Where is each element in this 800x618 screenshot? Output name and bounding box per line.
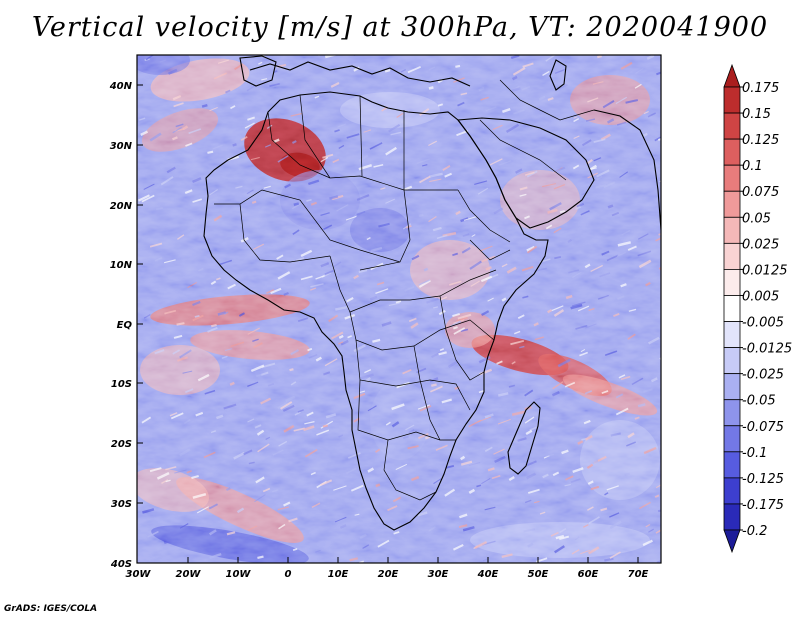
colorbar-label: -0.125 <box>742 472 784 487</box>
lon-label: 0 <box>285 569 292 580</box>
arabia-coastline <box>456 117 595 229</box>
country-borders <box>214 79 595 501</box>
colorbar-label: -0.05 <box>742 394 776 409</box>
colorbar-swatch <box>723 503 741 531</box>
lat-axis-labels: 40N 30N 20N 10N EQ 10S 20S 30S 40S <box>109 81 133 570</box>
colorbar-swatch <box>723 138 741 166</box>
colorbar-label: -0.075 <box>742 420 784 435</box>
colorbar-swatch <box>723 399 741 427</box>
colorbar-label: 0.125 <box>742 133 779 148</box>
colorbar-swatch <box>723 477 741 505</box>
colorbar-swatch <box>723 347 741 375</box>
lat-label: 30N <box>110 141 133 152</box>
colorbar-label: 0.05 <box>742 211 771 226</box>
lon-label: 20E <box>378 569 399 580</box>
lat-label: 40N <box>109 81 133 92</box>
lat-label: 20N <box>110 201 133 212</box>
india-coastline <box>593 109 661 231</box>
colorbar-label: -0.175 <box>742 498 784 513</box>
lon-label: 50E <box>528 569 549 580</box>
lon-axis-labels: 30W 20W 10W 0 10E 20E 30E 40E 50E 60E 70… <box>126 569 649 580</box>
madagascar-coastline <box>507 401 541 475</box>
iberia-coastline <box>239 55 277 87</box>
velocity-field <box>137 55 661 563</box>
colorbar-swatch <box>723 216 741 244</box>
colorbar-swatch <box>723 190 741 218</box>
colorbar-swatch <box>723 112 741 140</box>
colorbar-label: -0.2 <box>742 524 767 539</box>
lat-label: 40S <box>110 559 132 570</box>
tick-marks <box>137 84 639 563</box>
caspian-coastline <box>549 59 567 91</box>
field-texture <box>137 55 661 563</box>
colorbar-label: 0.175 <box>742 81 779 96</box>
colorbar-swatch <box>723 321 741 348</box>
lon-label: 60E <box>578 569 599 580</box>
chart-title: Vertical velocity [m/s] at 300hPa, VT: 2… <box>31 12 769 43</box>
lon-label: 30E <box>428 569 449 580</box>
map-frame <box>136 54 662 564</box>
colorbar-swatch <box>723 373 741 401</box>
lon-label: 20W <box>176 569 202 580</box>
colorbar-swatch <box>723 63 741 88</box>
colorbar-swatch <box>723 451 741 479</box>
colorbar-swatch <box>723 269 741 296</box>
lat-label: 30S <box>111 499 132 510</box>
colorbar-label: 0.15 <box>742 107 771 122</box>
lon-label: 10E <box>328 569 349 580</box>
colorbar-swatch <box>723 242 741 270</box>
field-streak <box>660 141 661 143</box>
lon-label: 30W <box>126 569 152 580</box>
colorbar-label: -0.1 <box>742 446 767 461</box>
colorbar-label: 0.025 <box>742 237 779 252</box>
colorbar: 0.175 0.15 0.125 0.1 0.075 0.05 0.025 0.0125 0.0… <box>723 63 792 554</box>
lon-label: 10W <box>226 569 252 580</box>
colorbar-label: 0.075 <box>742 185 779 200</box>
lat-label: EQ <box>117 320 133 331</box>
lat-label: 20S <box>111 439 132 450</box>
colorbar-swatch <box>723 164 741 192</box>
lon-label: 40E <box>477 569 499 580</box>
lon-label: 70E <box>628 569 649 580</box>
colorbar-swatch <box>723 425 741 453</box>
colorbar-label: -0.025 <box>742 368 784 383</box>
colorbar-label: -0.005 <box>742 316 784 331</box>
colorbar-label: 0.0125 <box>742 263 788 278</box>
africa-coastline <box>203 91 549 531</box>
colorbar-label: 0.005 <box>742 289 779 304</box>
lat-label: 10S <box>111 379 132 390</box>
coastlines <box>203 55 661 531</box>
colorbar-label: -0.0125 <box>742 342 792 357</box>
colorbar-swatch <box>723 86 741 114</box>
colorbar-label: 0.1 <box>742 159 763 174</box>
colorbar-swatch <box>723 295 741 322</box>
grads-credit: GrADS: IGES/COLA <box>4 604 98 614</box>
europe-coastline <box>249 61 471 87</box>
colorbar-swatch <box>723 529 741 554</box>
lat-label: 10N <box>110 260 133 271</box>
